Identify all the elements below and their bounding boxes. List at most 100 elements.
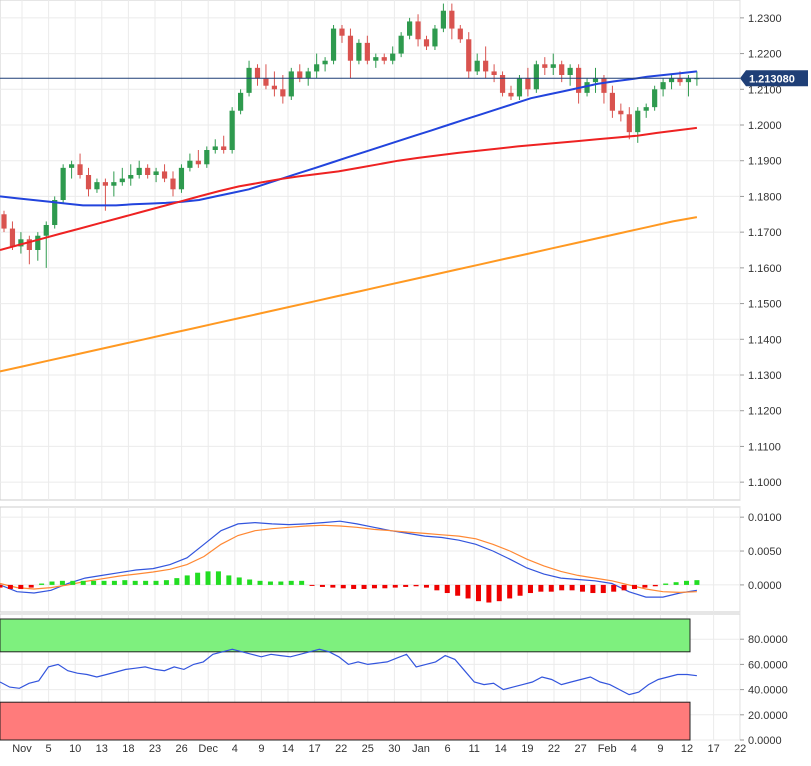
- price-y-tick-label: 1.2200: [748, 49, 782, 61]
- x-tick-label: 17: [308, 743, 320, 755]
- candle: [609, 85, 615, 118]
- candle: [69, 160, 75, 179]
- candle: [111, 171, 117, 197]
- macd-histogram-bar: [631, 584, 637, 589]
- candle-body: [212, 146, 218, 150]
- candle-body: [618, 110, 624, 115]
- candlesticks: [1, 3, 700, 268]
- candle: [35, 232, 41, 261]
- macd-series-line-1: [0, 524, 697, 594]
- candle: [153, 167, 159, 183]
- candle-body: [626, 114, 632, 133]
- candle: [668, 75, 675, 90]
- macd-histogram-bar: [39, 583, 45, 585]
- candle-body: [297, 71, 303, 79]
- candle: [297, 64, 303, 83]
- x-tick-label: 23: [149, 743, 161, 755]
- macd-histogram-bar: [423, 584, 429, 588]
- candle-body: [85, 175, 92, 190]
- candle: [626, 107, 632, 140]
- candle: [271, 71, 277, 97]
- candle-body: [508, 92, 514, 97]
- candle-body: [305, 71, 311, 79]
- candle-body: [119, 178, 125, 183]
- macd-histogram-bar: [247, 579, 253, 585]
- macd-histogram-bar: [569, 584, 575, 591]
- candle-body: [660, 82, 666, 90]
- macd-histogram-bar: [465, 584, 471, 599]
- macd-histogram-bar: [611, 584, 617, 592]
- macd-histogram-bar: [163, 580, 169, 585]
- macd-histogram-bar: [694, 580, 700, 585]
- x-tick-label: 19: [521, 743, 533, 755]
- candle: [407, 17, 413, 40]
- candle-body: [567, 67, 573, 75]
- price-y-tick-label: 1.1000: [748, 477, 782, 489]
- candle-body: [516, 78, 523, 97]
- rsi-y-tick-label: 40.0000: [748, 685, 788, 697]
- candle-body: [677, 78, 683, 83]
- candle: [170, 171, 176, 197]
- macd-histogram-bar: [132, 580, 138, 585]
- macd-histogram-bar: [184, 575, 190, 585]
- rsi-bands: [0, 618, 691, 741]
- macd-histogram-bar: [330, 584, 336, 588]
- candle-body: [170, 178, 176, 190]
- candle: [60, 164, 66, 204]
- x-tick-label: 9: [657, 743, 663, 755]
- candle: [195, 150, 201, 168]
- x-tick-label: 11: [468, 743, 479, 755]
- candle-body: [69, 164, 75, 168]
- macd-histogram-bar: [59, 580, 65, 585]
- macd-histogram-bar: [122, 580, 128, 585]
- candle-body: [136, 167, 142, 175]
- price-y-tick-label: 1.2100: [748, 84, 782, 96]
- x-tick-label: 6: [445, 743, 451, 755]
- candle-body: [35, 235, 41, 250]
- macd-histogram-bar: [299, 580, 305, 585]
- macd-histogram-bar: [257, 580, 263, 585]
- candle: [187, 153, 193, 172]
- candle-body: [415, 21, 421, 40]
- macd-histogram-bar: [371, 584, 377, 589]
- price-y-tick-label: 1.1400: [748, 334, 782, 346]
- candle: [221, 135, 227, 154]
- x-tick-label: 27: [574, 743, 586, 755]
- current-price-label: 1.213080: [749, 73, 795, 85]
- candle-body: [364, 42, 370, 61]
- candle-body: [314, 64, 320, 72]
- macd-histogram-bar: [288, 580, 294, 585]
- candle-body: [322, 60, 328, 65]
- macd-histogram-bar: [673, 582, 679, 585]
- candle-body: [525, 78, 531, 90]
- candle: [77, 153, 83, 179]
- candle: [229, 107, 235, 154]
- macd-histogram-bar: [278, 581, 284, 585]
- candle-body: [356, 42, 362, 61]
- price-y-tick-label: 1.1200: [748, 406, 782, 418]
- macd-histogram-bar: [486, 584, 492, 603]
- candle: [381, 53, 387, 65]
- candle-body: [111, 182, 117, 186]
- x-tick-label: 22: [335, 743, 347, 755]
- panel-frame-macd: [0, 506, 741, 613]
- macd-histogram-bar: [319, 584, 325, 587]
- x-tick-label: 25: [362, 743, 374, 755]
- rsi-y-tick-label: 80.0000: [748, 634, 788, 646]
- macd-histogram-bar: [642, 584, 648, 588]
- candle: [330, 25, 337, 65]
- candle-body: [533, 64, 539, 90]
- macd-histogram-bar: [434, 584, 440, 591]
- candle: [1, 210, 7, 233]
- candle: [288, 67, 294, 100]
- price-y-tick-label: 1.1600: [748, 263, 782, 275]
- candle: [533, 60, 539, 93]
- candle-body: [668, 78, 675, 83]
- candle-body: [238, 92, 244, 111]
- macd-histogram-bar: [0, 584, 3, 588]
- candle-body: [221, 146, 227, 150]
- candle-body: [398, 35, 404, 54]
- series-lines: [0, 70, 740, 696]
- x-tick-label: 30: [388, 743, 400, 755]
- macd-histogram-bar: [101, 580, 107, 585]
